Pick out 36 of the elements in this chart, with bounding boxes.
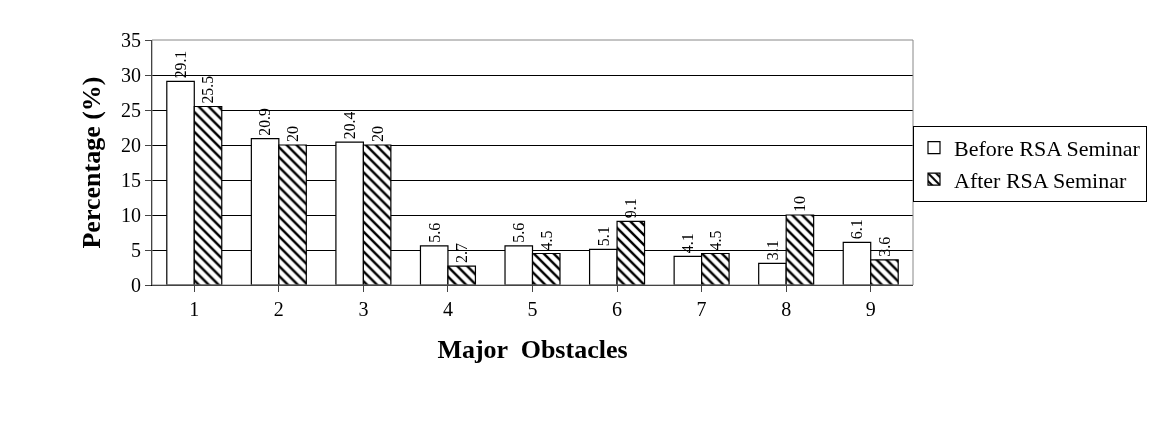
x-tick-label: 5 — [527, 298, 538, 320]
data-label: 4.1 — [679, 233, 697, 254]
data-label: 20 — [284, 126, 302, 142]
data-label: 4.5 — [537, 230, 555, 251]
y-tick-label: 25 — [121, 99, 141, 121]
x-tick-label: 8 — [781, 298, 792, 320]
x-tick-label: 3 — [358, 298, 369, 320]
x-tick-label: 4 — [442, 298, 453, 320]
data-label: 5.6 — [425, 222, 443, 243]
y-tick-label: 10 — [121, 204, 141, 226]
y-tick-label: 15 — [121, 169, 141, 191]
x-tick-label: 9 — [865, 298, 876, 320]
x-tick-label: 2 — [273, 298, 284, 320]
data-label: 3.1 — [763, 240, 781, 261]
data-label: 29.1 — [171, 50, 189, 79]
y-tick-label: 5 — [131, 239, 141, 261]
data-label: 5.1 — [594, 226, 612, 247]
x-axis-title: Major Obstacles — [437, 334, 628, 364]
y-tick-label: 30 — [121, 64, 141, 86]
x-tick-label: 6 — [612, 298, 623, 320]
text: After RSA Seminar — [954, 167, 1127, 193]
y-tick-label: 0 — [131, 274, 141, 296]
x-tick-label: 1 — [189, 298, 200, 320]
y-tick-label: 35 — [121, 29, 141, 51]
data-label: 6.1 — [848, 219, 866, 240]
x-tick-label: 7 — [696, 298, 707, 320]
y-axis-title: Percentage (%) — [77, 76, 107, 249]
data-label: 20 — [368, 126, 386, 142]
data-label: 20.4 — [341, 111, 359, 140]
y-tick-label: 20 — [121, 134, 141, 156]
data-label: 25.5 — [199, 75, 217, 104]
legend-label: Before RSA Seminar — [954, 136, 1141, 162]
data-label: 5.6 — [510, 222, 528, 243]
data-label: 2.7 — [453, 243, 471, 264]
data-label: 10 — [791, 196, 809, 212]
data-label: 4.5 — [706, 230, 724, 251]
